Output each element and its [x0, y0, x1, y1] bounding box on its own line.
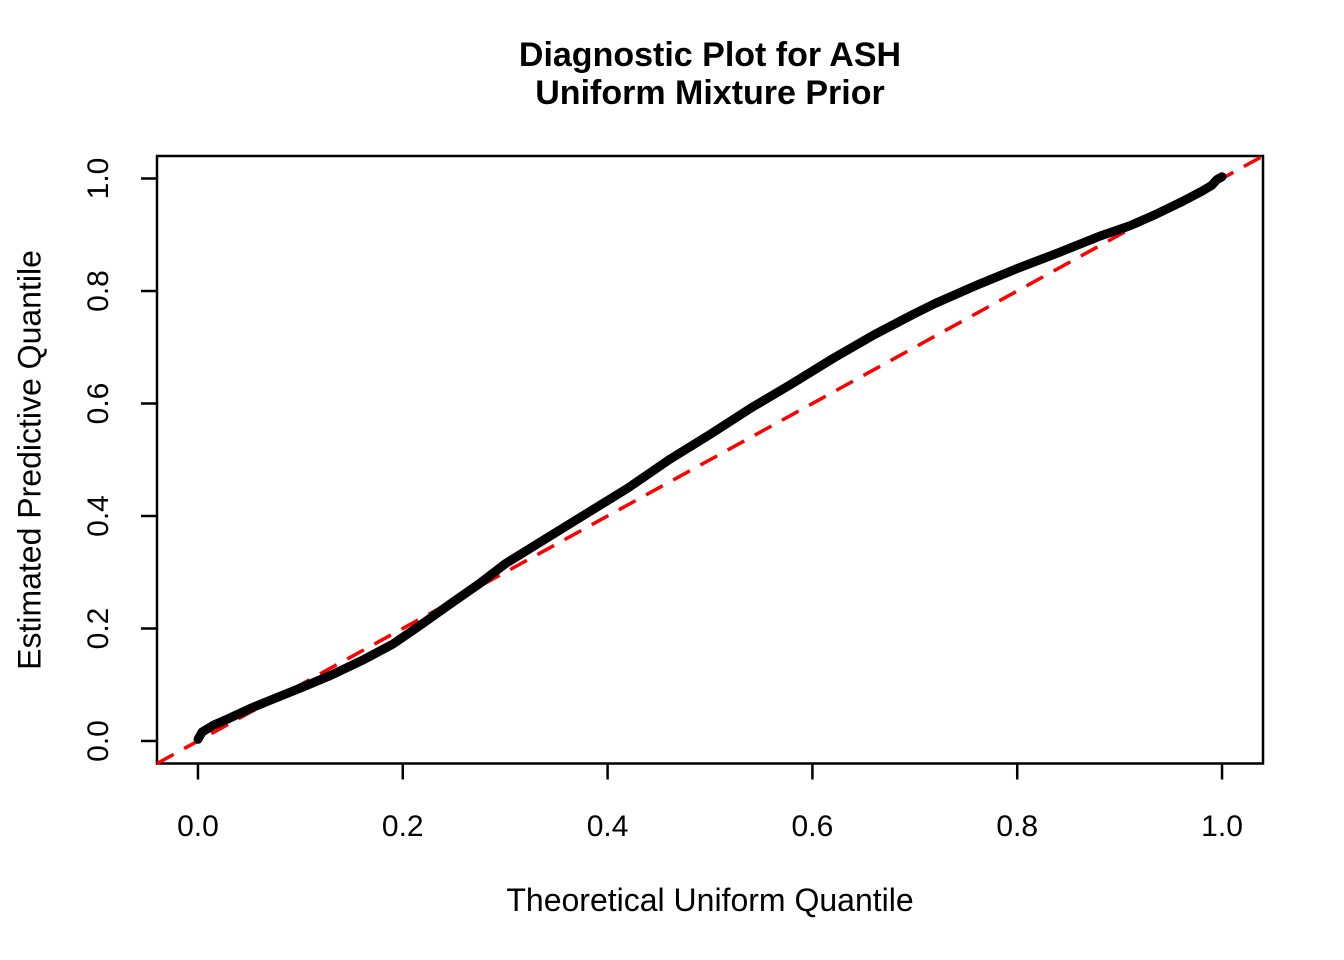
qq-curve — [193, 172, 1227, 744]
x-axis-tick-label: 0.2 — [382, 810, 424, 843]
chart-title-line-2: Uniform Mixture Prior — [535, 74, 885, 112]
y-axis-tick-label: 0.6 — [82, 383, 115, 425]
y-axis-tick-label: 0.8 — [82, 270, 115, 312]
x-axis-tick-label: 0.8 — [996, 810, 1038, 843]
y-axis-tick-label: 0.2 — [82, 608, 115, 650]
reference-line — [156, 154, 1264, 766]
x-axis-tick-label: 0.4 — [587, 810, 629, 843]
chart-title: Diagnostic Plot for ASH Uniform Mixture … — [157, 36, 1263, 112]
x-axis-tick-label: 0.6 — [792, 810, 834, 843]
x-axis-tick-label: 1.0 — [1201, 810, 1243, 843]
y-axis-tick-label: 0.4 — [82, 495, 115, 537]
y-axis-label-text: Estimated Predictive Quantile — [11, 250, 48, 670]
y-axis-tick-label: 0.0 — [82, 720, 115, 762]
x-axis-label: Theoretical Uniform Quantile — [506, 882, 914, 918]
x-axis-tick-label: 0.0 — [177, 810, 219, 843]
y-axis-tick-label: 1.0 — [82, 158, 115, 200]
chart-title-line-1: Diagnostic Plot for ASH — [518, 36, 902, 74]
plot-border — [155, 154, 1265, 765]
